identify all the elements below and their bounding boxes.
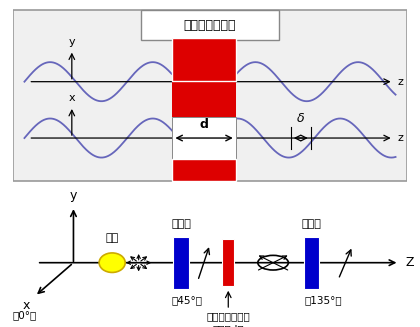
Text: x: x bbox=[68, 94, 75, 103]
Text: z: z bbox=[397, 133, 403, 143]
Circle shape bbox=[99, 253, 125, 272]
Text: δ: δ bbox=[297, 112, 304, 125]
Bar bbox=[173, 237, 189, 289]
Text: 位相差フィルム: 位相差フィルム bbox=[184, 19, 236, 32]
Bar bbox=[304, 237, 319, 289]
Text: d: d bbox=[200, 118, 208, 131]
Text: Z: Z bbox=[405, 256, 414, 269]
Bar bbox=[173, 117, 236, 159]
Text: 位相差フィルム: 位相差フィルム bbox=[206, 312, 250, 321]
FancyBboxPatch shape bbox=[13, 10, 407, 181]
Text: z: z bbox=[397, 77, 403, 87]
FancyBboxPatch shape bbox=[141, 10, 279, 40]
Text: y: y bbox=[68, 37, 75, 47]
Text: 光源: 光源 bbox=[105, 233, 119, 243]
Text: （0°）: （0°） bbox=[12, 310, 37, 320]
Bar bbox=[173, 38, 236, 80]
Text: y: y bbox=[70, 189, 77, 202]
Text: （厚さd）: （厚さd） bbox=[213, 324, 244, 327]
Text: 偏光子: 偏光子 bbox=[302, 219, 321, 229]
Text: （45°）: （45°） bbox=[172, 295, 202, 305]
Bar bbox=[173, 159, 236, 181]
Text: x: x bbox=[23, 299, 30, 312]
Bar bbox=[173, 159, 236, 181]
Bar bbox=[173, 80, 236, 117]
Text: 偏光子: 偏光子 bbox=[171, 219, 191, 229]
Text: （135°）: （135°） bbox=[305, 295, 342, 305]
Bar bbox=[222, 239, 234, 286]
Bar bbox=[173, 38, 236, 80]
